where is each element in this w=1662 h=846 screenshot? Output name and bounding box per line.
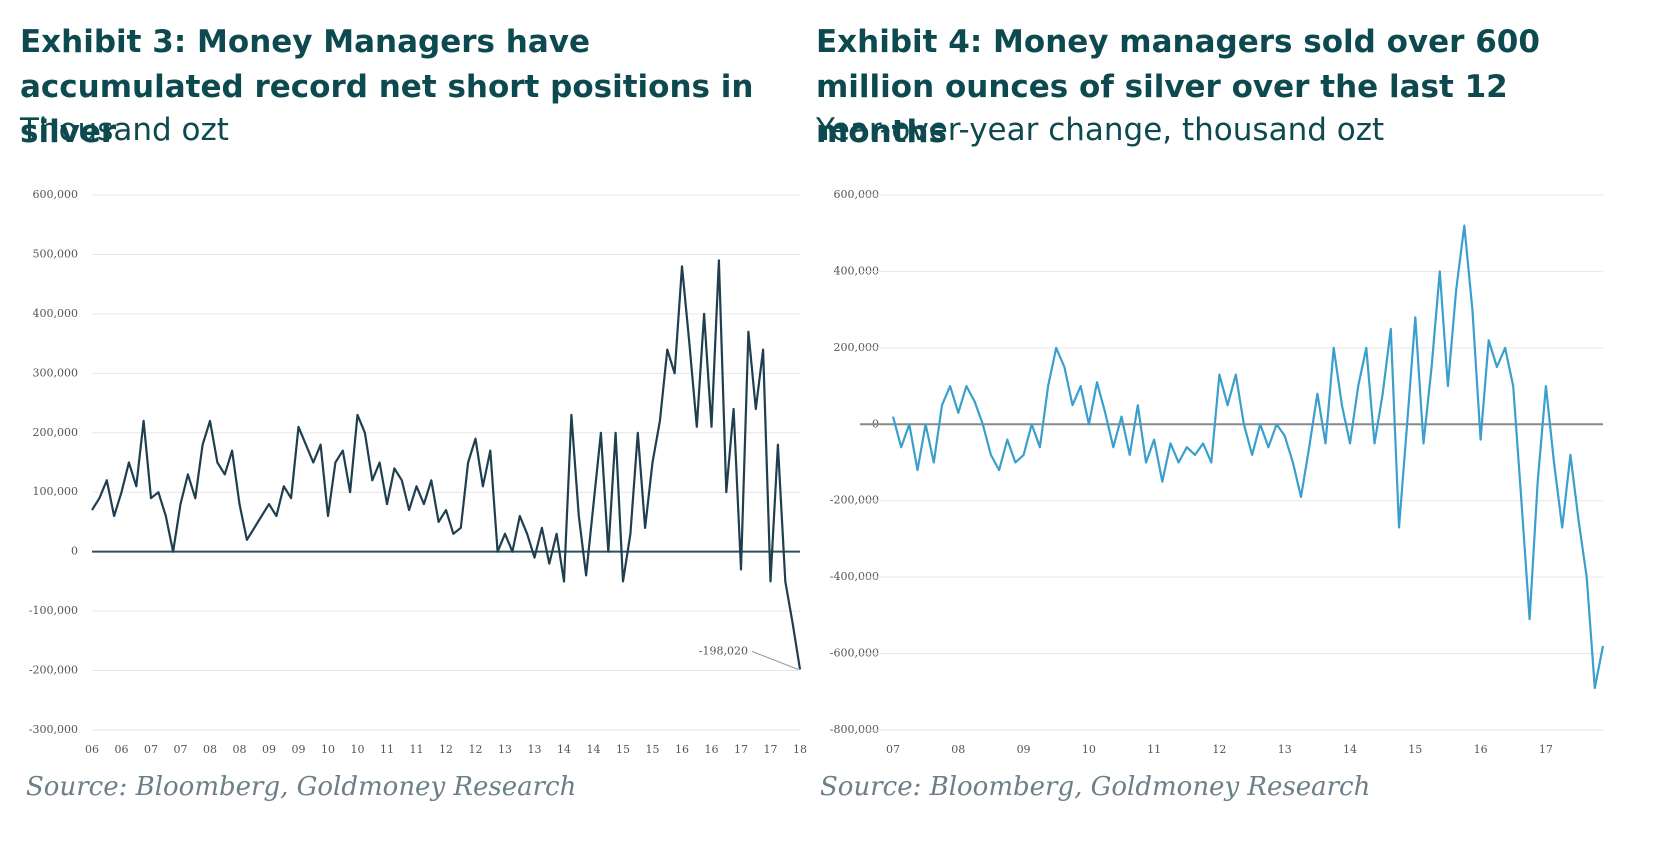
x-tick-label: 06 bbox=[115, 743, 129, 756]
x-tick-label: 18 bbox=[793, 743, 807, 756]
annotation-leader bbox=[751, 650, 799, 670]
x-tick-label: 12 bbox=[439, 743, 453, 756]
x-tick-label: 10 bbox=[321, 743, 335, 756]
chart-title: Exhibit 4: Money managers sold over 600 … bbox=[816, 24, 1540, 150]
x-tick-label: 14 bbox=[587, 743, 601, 756]
x-tick-label: 08 bbox=[951, 743, 965, 756]
x-tick-label: 10 bbox=[351, 743, 365, 756]
source: Source: Bloomberg, Goldmoney Research bbox=[820, 772, 1371, 802]
y-tick-label: -300,000 bbox=[29, 723, 78, 736]
x-tick-label: 11 bbox=[1147, 743, 1161, 756]
y-tick-label: -100,000 bbox=[29, 604, 78, 617]
x-tick-label: 07 bbox=[174, 743, 188, 756]
y-tick-label: 100,000 bbox=[33, 485, 79, 498]
y-tick-label: -800,000 bbox=[830, 723, 879, 736]
data-line bbox=[91, 259, 802, 670]
x-tick-label: 13 bbox=[528, 743, 542, 756]
data-line bbox=[891, 224, 1605, 690]
x-tick-label: 09 bbox=[1017, 743, 1031, 756]
y-tick-label: 400,000 bbox=[33, 307, 79, 320]
y-tick-label: 300,000 bbox=[33, 366, 79, 379]
x-tick-label: 12 bbox=[1212, 743, 1226, 756]
x-tick-label: 11 bbox=[410, 743, 424, 756]
y-tick-label: -400,000 bbox=[830, 570, 879, 583]
y-tick-label: 600,000 bbox=[33, 188, 79, 201]
y-tick-label: 0 bbox=[71, 545, 78, 558]
x-tick-label: 16 bbox=[1474, 743, 1488, 756]
chart-title: Exhibit 3: Money Managers have accumulat… bbox=[20, 24, 754, 150]
y-tick-label: 200,000 bbox=[33, 426, 79, 439]
x-tick-label: 10 bbox=[1082, 743, 1096, 756]
y-tick-label: 400,000 bbox=[834, 264, 880, 277]
x-tick-label: 09 bbox=[292, 743, 306, 756]
y-tick-label: 200,000 bbox=[834, 341, 880, 354]
y-tick-label: 600,000 bbox=[834, 188, 880, 201]
x-tick-label: 15 bbox=[1408, 743, 1422, 756]
x-tick-label: 14 bbox=[1343, 743, 1357, 756]
x-tick-label: 13 bbox=[1278, 743, 1292, 756]
x-tick-label: 15 bbox=[646, 743, 660, 756]
y-tick-label: -600,000 bbox=[830, 647, 879, 660]
y-tick-label: -200,000 bbox=[830, 494, 879, 507]
x-tick-label: 12 bbox=[469, 743, 483, 756]
x-tick-label: 16 bbox=[705, 743, 719, 756]
x-tick-label: 09 bbox=[262, 743, 276, 756]
x-tick-label: 14 bbox=[557, 743, 571, 756]
y-tick-label: -200,000 bbox=[29, 664, 78, 677]
x-tick-label: 08 bbox=[203, 743, 217, 756]
x-tick-label: 17 bbox=[1539, 743, 1553, 756]
annotation: -198,020 bbox=[699, 644, 748, 657]
source: Source: Bloomberg, Goldmoney Research bbox=[26, 772, 577, 802]
x-tick-label: 13 bbox=[498, 743, 512, 756]
chart-subtitle: Year-over-year change, thousand ozt bbox=[816, 112, 1385, 148]
x-tick-label: 17 bbox=[764, 743, 778, 756]
x-tick-label: 15 bbox=[616, 743, 630, 756]
x-tick-label: 17 bbox=[734, 743, 748, 756]
y-tick-label: 500,000 bbox=[33, 247, 79, 260]
x-tick-label: 08 bbox=[233, 743, 247, 756]
x-tick-label: 16 bbox=[675, 743, 689, 756]
x-tick-label: 07 bbox=[886, 743, 900, 756]
x-tick-label: 06 bbox=[85, 743, 99, 756]
x-tick-label: 11 bbox=[380, 743, 394, 756]
x-tick-label: 07 bbox=[144, 743, 158, 756]
chart-subtitle: Thousand ozt bbox=[20, 112, 229, 148]
